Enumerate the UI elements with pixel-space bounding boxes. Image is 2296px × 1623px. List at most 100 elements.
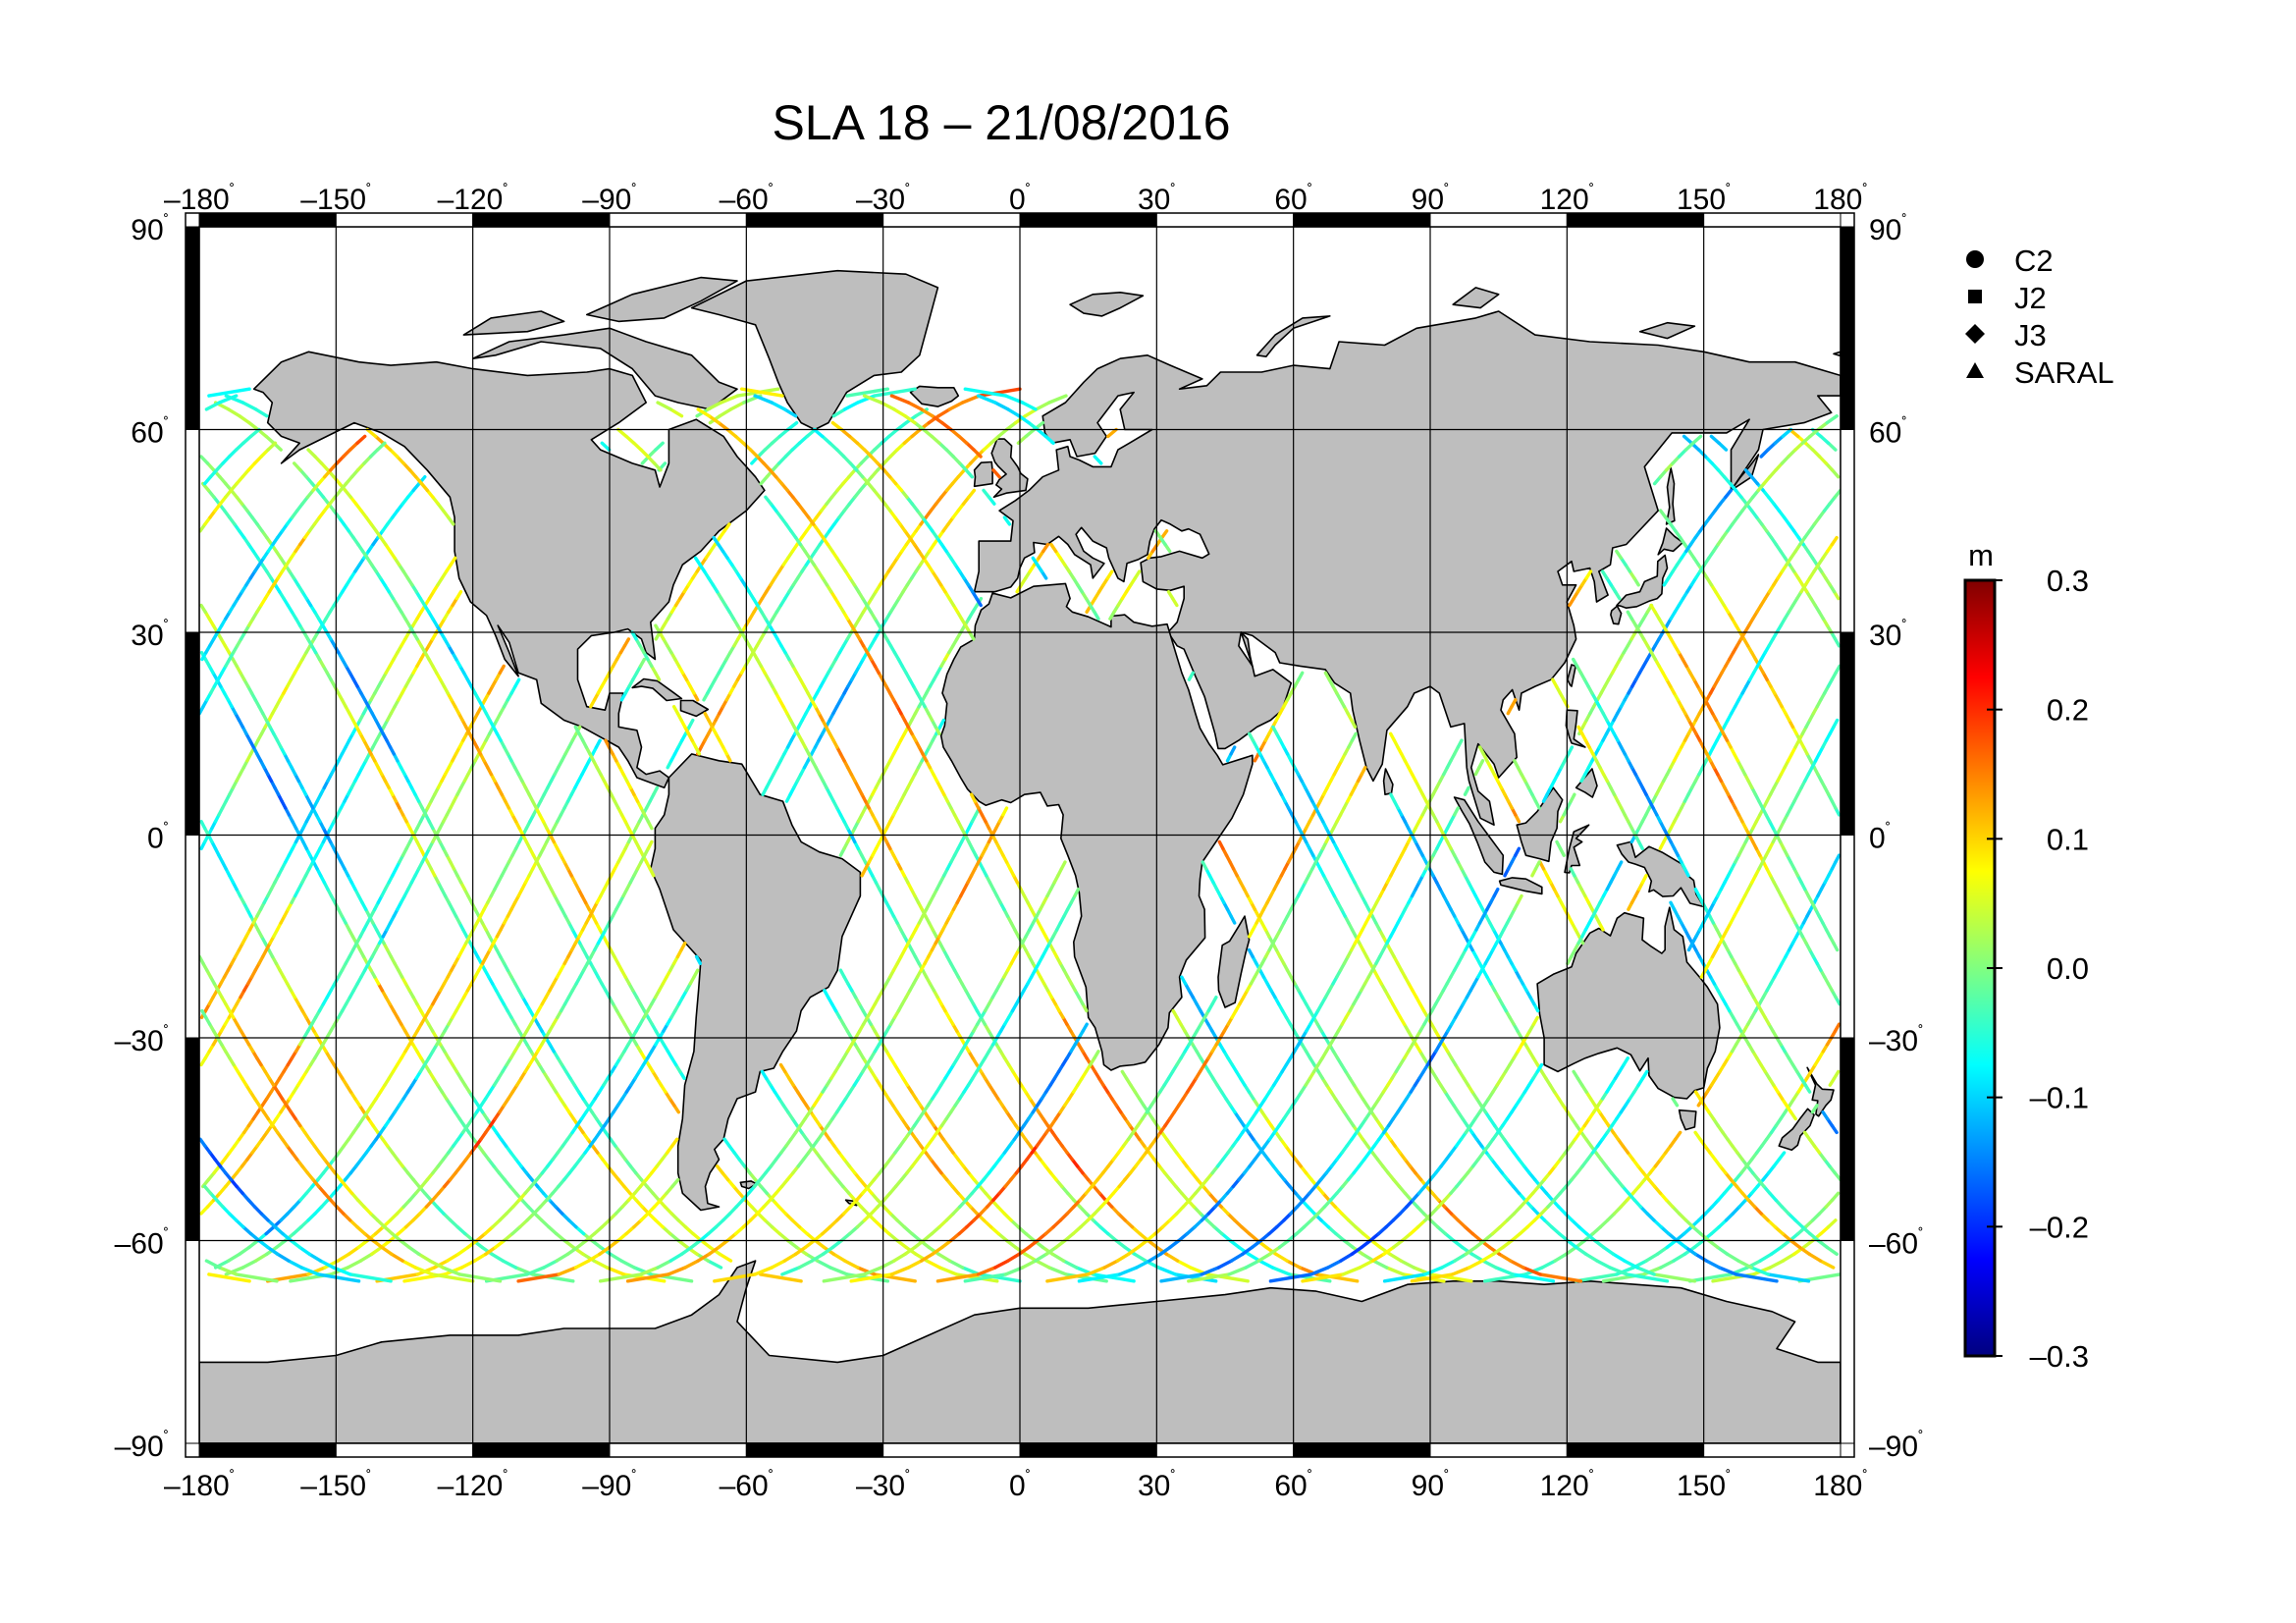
sla-track-segment [1481, 1259, 1498, 1270]
sla-track-segment [1800, 1224, 1812, 1236]
sla-track-segment [365, 427, 378, 439]
sla-track-segment [1659, 1224, 1671, 1236]
sla-track-segment [207, 387, 251, 398]
sla-track-segment [1369, 1238, 1382, 1250]
sla-track-segment [555, 1252, 570, 1263]
sla-track-segment [1672, 1252, 1687, 1263]
sla-track-segment [1693, 1252, 1709, 1263]
sla-track-segment [922, 427, 934, 439]
sla-track-segment [895, 420, 908, 432]
sla-track-segment [1271, 725, 1279, 735]
sla-track-segment [842, 401, 860, 411]
sla-track-segment [1625, 1272, 1670, 1283]
sla-track-segment [1802, 1130, 1812, 1142]
sla-track-segment [753, 394, 774, 405]
sla-track-segment [1077, 1272, 1122, 1283]
sla-track-segment [1482, 1231, 1495, 1243]
land-java [1498, 877, 1543, 895]
sla-track-segment [530, 1272, 575, 1283]
sla-track-segment [839, 1231, 852, 1243]
sla-track-segment [463, 1231, 475, 1243]
sla-track-segment [777, 1231, 790, 1243]
sla-track-segment [1743, 468, 1754, 479]
sla-track-segment [207, 1272, 251, 1283]
sla-track-segment [1533, 860, 1541, 871]
sla-track-segment [1595, 1259, 1612, 1270]
sla-track-segment [1267, 1224, 1279, 1236]
sla-track-segment [1158, 1245, 1172, 1257]
sla-track-segment [1126, 1245, 1141, 1257]
sla-track-segment [1707, 1238, 1720, 1250]
sla-track-segment [927, 414, 940, 425]
sla-track-segment [1691, 1224, 1703, 1236]
sla-track-segment [646, 839, 654, 850]
sla-track-segment [1724, 488, 1734, 499]
sla-track-segment [656, 401, 672, 411]
land-svalbard [1069, 292, 1145, 317]
land-cuba [631, 677, 683, 702]
sla-track-segment [797, 1224, 809, 1236]
sla-track-segment [1511, 1272, 1556, 1283]
sla-track-segment [525, 1266, 546, 1276]
sla-track-segment [1229, 745, 1237, 756]
sla-track-segment [1463, 1224, 1475, 1236]
sla-track-segment [725, 427, 738, 439]
sla-track-segment [257, 1238, 270, 1250]
sla-track-segment [1041, 1245, 1055, 1257]
sla-track-segment [234, 1272, 279, 1283]
sla-track-segment [1611, 1252, 1627, 1263]
sla-track-segment [1576, 1224, 1589, 1236]
sla-track-segment [619, 1259, 636, 1270]
sla-track-segment [1201, 860, 1208, 871]
sla-track-segment [847, 434, 860, 445]
sla-track-segment [370, 1245, 384, 1257]
sla-track-segment [982, 488, 991, 499]
sla-track-segment [777, 427, 790, 439]
sla-track-segment [725, 1231, 738, 1243]
sla-track-segment [432, 1259, 450, 1270]
sla-track-segment [822, 1272, 867, 1283]
land-japan-honshu [1616, 554, 1669, 609]
sla-track-segment [483, 1224, 495, 1236]
sla-track-segment [1819, 434, 1831, 445]
sla-track-segment [1709, 434, 1721, 445]
sla-track-segment [1217, 839, 1225, 850]
sla-track-segment [542, 1259, 559, 1270]
sla-track-segment [1516, 893, 1523, 904]
sla-track-segment [1698, 1231, 1711, 1243]
sla-track-segment [1473, 1238, 1486, 1250]
sla-track-segment [1027, 420, 1040, 432]
sla-track-segment [838, 968, 846, 979]
sla-track-segment [241, 1224, 253, 1236]
sla-track-segment [1049, 542, 1058, 554]
sla-track-segment [1830, 535, 1839, 547]
sla-track-segment [1531, 1015, 1540, 1026]
sla-track-segment [430, 1272, 475, 1283]
sla-track-segment [759, 1272, 803, 1283]
sla-track-segment [307, 1252, 323, 1263]
sla-track-segment [862, 1266, 883, 1276]
sla-track-segment [889, 1266, 911, 1276]
sla-track-segment [484, 1245, 498, 1257]
sla-track-segment [667, 1266, 687, 1276]
sla-track-segment [839, 427, 852, 439]
sla-track-segment [1608, 1266, 1629, 1276]
sla-track-segment [1043, 1224, 1055, 1236]
sla-track-segment [625, 1272, 670, 1283]
sla-track-segment [1173, 1272, 1218, 1283]
sla-track-segment [1470, 1231, 1483, 1243]
sla-track-segment [1017, 1245, 1031, 1257]
sla-track-segment [786, 420, 799, 432]
sla-track-segment [1464, 1245, 1477, 1257]
sla-track-segment [722, 1137, 731, 1148]
sla-track-segment [638, 657, 647, 669]
sla-track-segment [1671, 1097, 1680, 1108]
sla-track-segment [856, 1266, 877, 1276]
sla-track-segment [281, 1231, 294, 1243]
sla-track-segment [1247, 947, 1255, 959]
sla-track-segment [957, 434, 969, 445]
sla-track-segment [1675, 1238, 1688, 1250]
sla-track-segment [931, 1245, 944, 1257]
sla-track-segment [573, 1259, 591, 1270]
sla-track-segment [988, 1224, 1000, 1236]
